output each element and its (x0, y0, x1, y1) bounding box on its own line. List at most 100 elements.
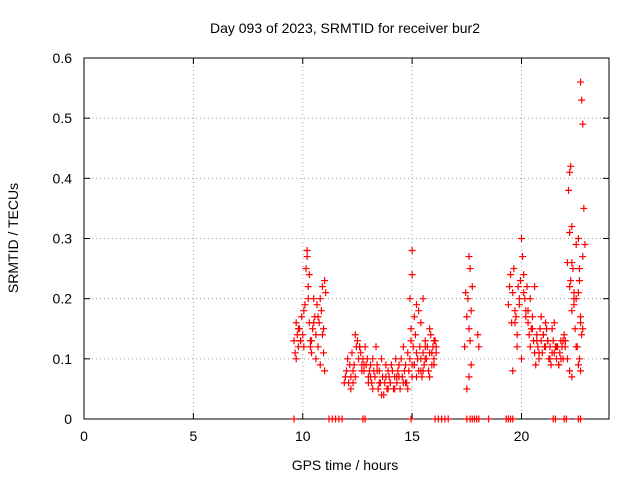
data-point (567, 277, 575, 285)
zero-value-point (444, 415, 452, 423)
data-point (348, 349, 356, 357)
data-point (406, 295, 414, 303)
data-point (413, 349, 420, 357)
data-point (518, 355, 525, 363)
data-point (297, 337, 305, 345)
data-point (467, 307, 475, 315)
y-tick-label: 0 (64, 411, 72, 427)
data-point (464, 295, 472, 303)
data-point (375, 379, 383, 387)
data-point (292, 319, 300, 327)
data-point (308, 337, 315, 345)
data-point (466, 265, 474, 273)
data-point (408, 271, 416, 279)
data-point (304, 283, 312, 291)
data-point (312, 355, 320, 363)
data-point (467, 361, 475, 369)
data-point (528, 313, 536, 321)
data-point (566, 228, 574, 236)
data-point (303, 247, 311, 255)
data-point (577, 78, 585, 86)
data-point (299, 331, 307, 339)
data-point (402, 379, 410, 387)
data-point (574, 235, 582, 242)
data-point (387, 361, 395, 369)
data-point (310, 319, 318, 327)
data-point (421, 343, 429, 351)
data-point (367, 361, 375, 369)
data-point (568, 259, 576, 267)
zero-value-point (338, 415, 346, 423)
data-point (511, 319, 519, 327)
y-tick-label: 0.5 (53, 110, 73, 126)
data-point (316, 295, 324, 303)
data-point (300, 343, 308, 351)
data-point (505, 283, 513, 291)
data-point (475, 343, 483, 351)
data-point (519, 253, 527, 261)
data-point (312, 331, 320, 339)
data-point (410, 313, 418, 321)
data-point (304, 295, 312, 303)
data-point (463, 385, 471, 393)
data-point (428, 349, 436, 357)
data-point (309, 325, 317, 333)
data-point (378, 355, 385, 363)
data-point (291, 349, 299, 357)
data-point (577, 313, 585, 321)
data-point (391, 385, 399, 393)
data-point (372, 343, 380, 351)
data-point (343, 367, 350, 375)
data-point (305, 271, 313, 279)
data-point (579, 325, 587, 333)
data-point (399, 343, 407, 351)
data-point (531, 283, 539, 291)
data-point (413, 301, 420, 309)
data-point (461, 343, 469, 351)
data-point (426, 373, 434, 381)
data-point (526, 343, 534, 351)
data-point (509, 289, 517, 297)
data-point (513, 343, 521, 351)
zero-value-point (407, 415, 415, 423)
data-point (426, 325, 434, 333)
data-point (419, 295, 427, 303)
y-tick-label: 0.2 (53, 291, 73, 307)
data-point (318, 283, 326, 291)
data-point (570, 301, 578, 309)
data-point (561, 337, 569, 345)
data-point (384, 385, 392, 393)
data-point (320, 349, 328, 357)
data-point (550, 319, 558, 327)
data-point (570, 289, 578, 297)
data-point (577, 367, 585, 375)
data-point (314, 343, 322, 351)
zero-value-point (485, 415, 493, 423)
data-point (555, 361, 563, 369)
data-point (565, 186, 573, 194)
data-point (351, 331, 359, 339)
data-point (544, 337, 552, 345)
data-point (405, 367, 413, 375)
data-point (393, 379, 401, 387)
x-tick-label: 20 (514, 428, 530, 444)
data-point (357, 349, 365, 357)
data-point (382, 373, 390, 381)
data-point (550, 349, 558, 357)
data-point (397, 355, 405, 363)
data-point (566, 168, 574, 176)
data-point (406, 355, 414, 363)
data-point (410, 361, 418, 369)
data-point (465, 373, 473, 381)
data-point (567, 162, 575, 170)
data-point (321, 277, 329, 285)
data-point (568, 222, 576, 230)
data-point (504, 301, 512, 309)
data-point (515, 301, 523, 309)
data-point (409, 343, 417, 351)
data-point (537, 313, 545, 321)
data-point (347, 385, 355, 393)
data-point (404, 349, 412, 357)
data-point (317, 307, 325, 315)
